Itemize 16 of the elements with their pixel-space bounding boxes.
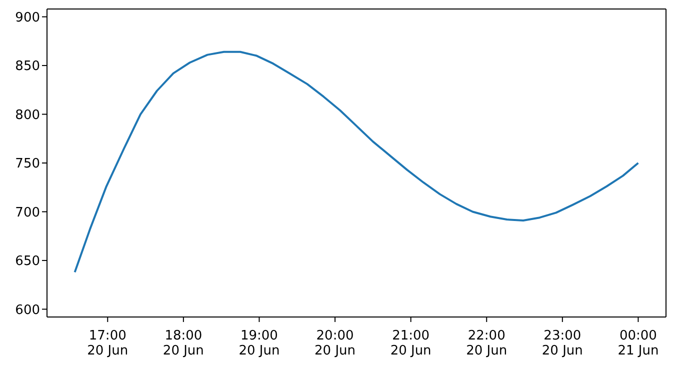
y-tick-label: 650 (15, 254, 40, 270)
x-tick-label: 19:00 20 Jun (238, 328, 280, 359)
x-tick-label: 23:00 20 Jun (542, 328, 583, 359)
y-tick-label: 800 (15, 108, 40, 123)
y-tick-label: 700 (15, 205, 40, 220)
x-tick-label: 18:00 20 Jun (162, 328, 204, 359)
x-tick-label: 22:00 20 Jun (466, 328, 508, 359)
x-tick-label: 20:00 20 Jun (314, 328, 356, 359)
x-tick-label: 17:00 20 Jun (87, 328, 128, 359)
y-tick-label: 750 (15, 156, 40, 172)
y-tick-label: 900 (15, 10, 40, 26)
x-tick-label: 00:00 21 Jun (618, 328, 659, 359)
y-tick-label: 850 (15, 59, 40, 74)
x-tick-label: 21:00 20 Jun (390, 328, 432, 359)
y-tick-label: 600 (15, 302, 40, 318)
line-series (74, 50, 640, 274)
